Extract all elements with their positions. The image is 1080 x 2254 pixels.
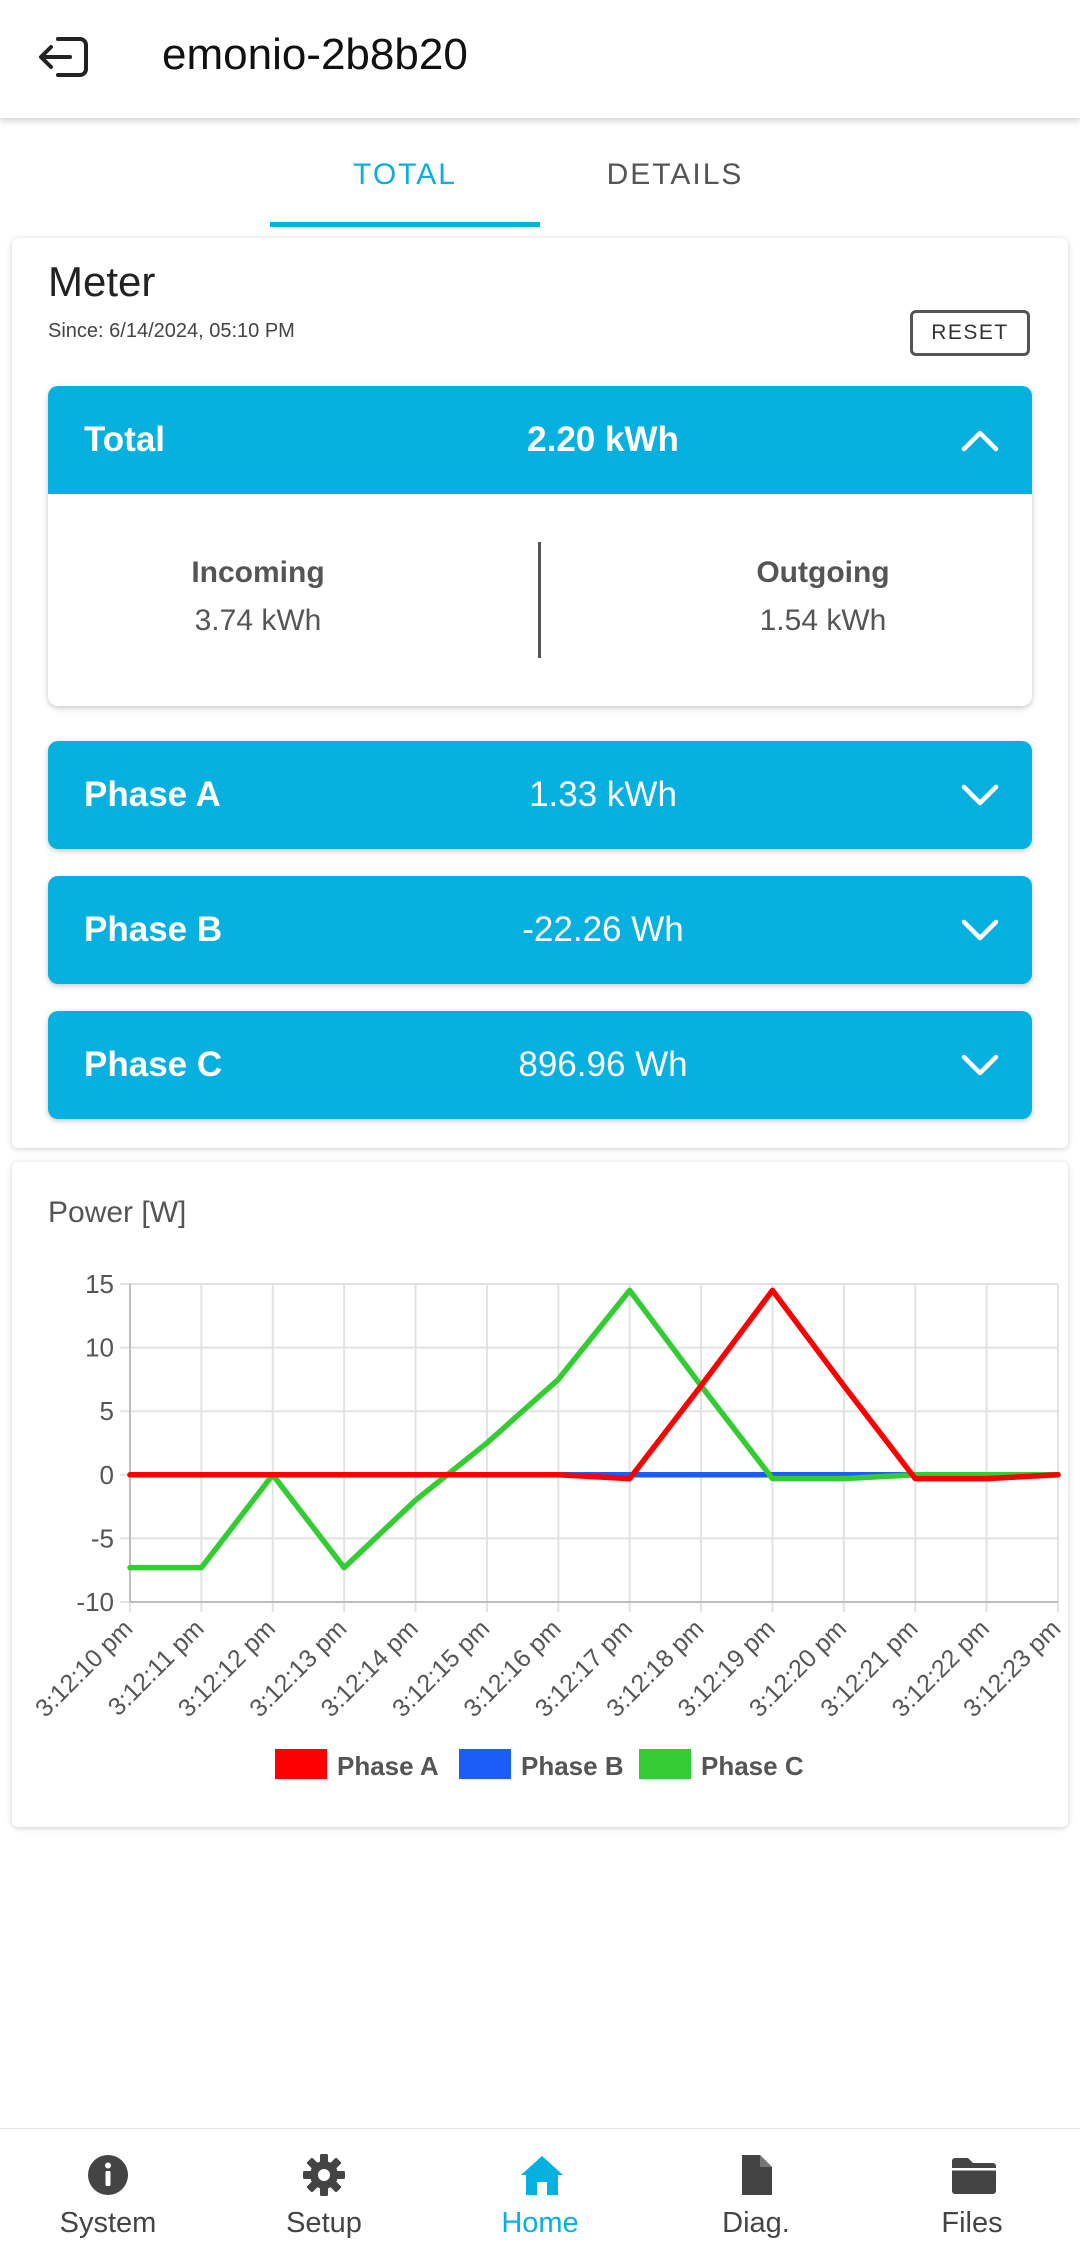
y-tick-label: 15 bbox=[85, 1269, 114, 1299]
legend-swatch-phase-b bbox=[459, 1749, 511, 1779]
tab-bar: TOTAL DETAILS bbox=[0, 118, 1080, 228]
chevron-down-icon bbox=[960, 912, 1000, 948]
phase-a-label: Phase A bbox=[84, 775, 221, 814]
tab-details[interactable]: DETAILS bbox=[606, 158, 744, 191]
nav-home[interactable]: Home bbox=[432, 2129, 648, 2254]
nav-files[interactable]: Files bbox=[864, 2129, 1080, 2254]
phase-a-accordion[interactable]: Phase A 1.33 kWh bbox=[48, 741, 1032, 849]
phase-c-label: Phase C bbox=[84, 1045, 223, 1084]
outgoing-column: Outgoing 1.54 kWh bbox=[613, 556, 1032, 638]
incoming-column: Incoming 3.74 kWh bbox=[48, 556, 468, 638]
meter-title: Meter bbox=[48, 258, 156, 305]
tab-indicator bbox=[270, 222, 540, 227]
gear-icon bbox=[302, 2153, 346, 2197]
phase-b-value: -22.26 Wh bbox=[522, 910, 684, 949]
incoming-label: Incoming bbox=[191, 556, 325, 589]
nav-label: System bbox=[59, 2207, 157, 2239]
series-line-phase-a bbox=[127, 1287, 1061, 1482]
phase-a-header[interactable]: Phase A 1.33 kWh bbox=[48, 741, 1032, 849]
legend-label: Phase C bbox=[701, 1751, 804, 1781]
chevron-down-icon bbox=[960, 1047, 1000, 1083]
app-bar: emonio-2b8b20 bbox=[0, 0, 1080, 118]
total-accordion: Total 2.20 kWh Incoming 3.74 kWh Outgoin… bbox=[48, 386, 1032, 706]
phase-b-accordion[interactable]: Phase B -22.26 Wh bbox=[48, 876, 1032, 984]
legend-swatch-phase-a bbox=[275, 1749, 327, 1779]
total-accordion-header[interactable]: Total 2.20 kWh bbox=[48, 386, 1032, 494]
total-accordion-body: Incoming 3.74 kWh Outgoing 1.54 kWh bbox=[48, 494, 1032, 706]
phase-c-value: 896.96 Wh bbox=[518, 1045, 688, 1084]
chart-title: Power [W] bbox=[48, 1196, 187, 1229]
y-tick-label: -5 bbox=[91, 1523, 114, 1553]
page-title: emonio-2b8b20 bbox=[162, 30, 468, 79]
legend-label: Phase B bbox=[521, 1751, 624, 1781]
home-icon bbox=[518, 2153, 563, 2197]
logout-icon[interactable] bbox=[36, 33, 90, 81]
total-value: 2.20 kWh bbox=[527, 420, 679, 459]
nav-label: Home bbox=[501, 2207, 579, 2239]
series-line-phase-c bbox=[127, 1287, 1061, 1571]
nav-label: Files bbox=[941, 2207, 1003, 2239]
chevron-down-icon bbox=[960, 777, 1000, 813]
y-tick-label: 5 bbox=[100, 1396, 114, 1426]
phase-b-header[interactable]: Phase B -22.26 Wh bbox=[48, 876, 1032, 984]
phase-a-value: 1.33 kWh bbox=[529, 775, 677, 814]
legend-label: Phase A bbox=[337, 1751, 439, 1781]
nav-label: Diag. bbox=[722, 2207, 790, 2239]
incoming-value: 3.74 kWh bbox=[194, 604, 322, 637]
y-tick-label: -10 bbox=[76, 1587, 114, 1617]
tab-total[interactable]: TOTAL bbox=[353, 158, 457, 191]
legend-swatch-phase-c bbox=[639, 1749, 691, 1779]
phase-c-header[interactable]: Phase C 896.96 Wh bbox=[48, 1011, 1032, 1119]
outgoing-value: 1.54 kWh bbox=[759, 604, 887, 637]
chevron-up-icon bbox=[960, 422, 1000, 458]
nav-setup[interactable]: Setup bbox=[216, 2129, 432, 2254]
info-icon bbox=[86, 2153, 130, 2197]
y-tick-label: 0 bbox=[100, 1460, 114, 1490]
folder-icon bbox=[950, 2153, 996, 2197]
total-label: Total bbox=[84, 420, 166, 459]
y-tick-label: 10 bbox=[85, 1333, 114, 1363]
meter-since: Since: 6/14/2024, 05:10 PM bbox=[48, 320, 295, 342]
bottom-navigation: System Setup bbox=[0, 2128, 1080, 2254]
phase-c-accordion[interactable]: Phase C 896.96 Wh bbox=[48, 1011, 1032, 1119]
document-icon bbox=[734, 2153, 778, 2197]
chart-card: Power [W] 15 10 5 0 -5 -10 3:12:10 pm 3:12:11 … bbox=[12, 1162, 1068, 1827]
nav-diag[interactable]: Diag. bbox=[648, 2129, 864, 2254]
nav-label: Setup bbox=[286, 2207, 362, 2239]
outgoing-label: Outgoing bbox=[756, 556, 890, 589]
divider bbox=[538, 542, 541, 658]
phase-b-label: Phase B bbox=[84, 910, 223, 949]
nav-system[interactable]: System bbox=[0, 2129, 216, 2254]
meter-card: Meter Since: 6/14/2024, 05:10 PM RESET T… bbox=[12, 238, 1068, 1148]
reset-button[interactable]: RESET bbox=[910, 310, 1030, 356]
